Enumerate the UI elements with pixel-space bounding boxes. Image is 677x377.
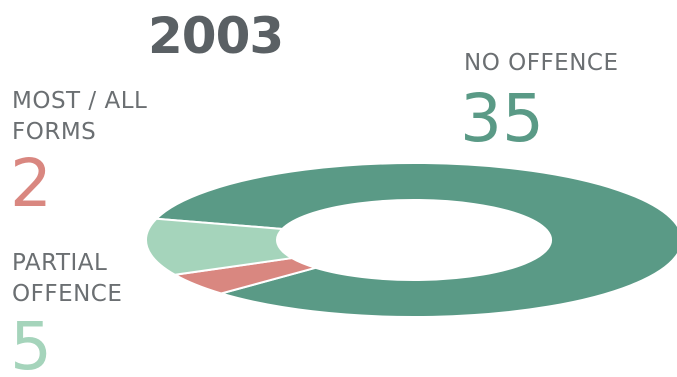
slice-partial-offence <box>145 217 295 276</box>
value-no-offence: 35 <box>460 80 544 157</box>
chart-title: 2003 <box>148 7 284 65</box>
value-most-all-forms: 2 <box>10 145 52 222</box>
value-partial-offence: 5 <box>10 308 52 377</box>
label-partial-offence: PARTIAL OFFENCE <box>12 250 123 307</box>
label-no-offence: NO OFFENCE <box>464 50 619 76</box>
slice-no-offence <box>154 162 677 318</box>
label-most-all-forms: MOST / ALL FORMS <box>12 88 148 145</box>
